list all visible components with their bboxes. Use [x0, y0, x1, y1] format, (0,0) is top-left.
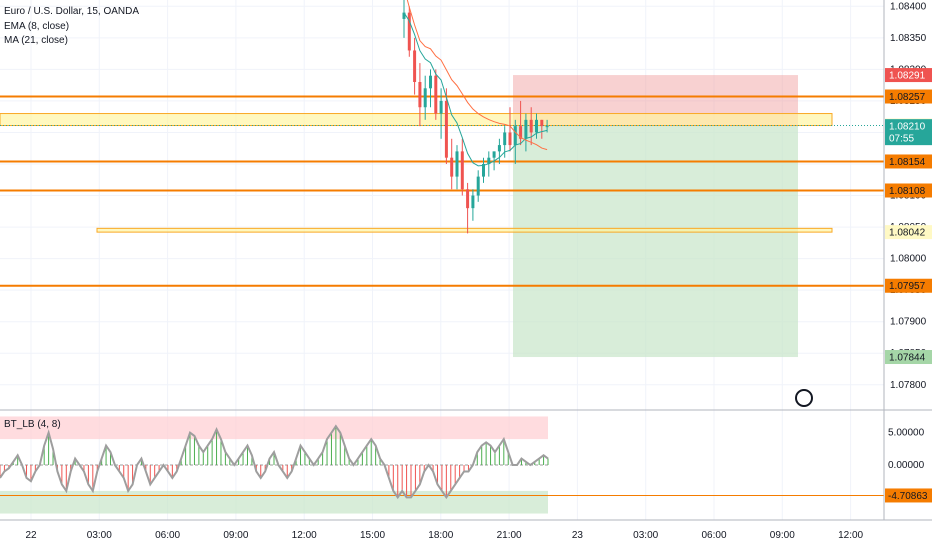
- symbol-title: Euro / U.S. Dollar, 15, OANDA: [4, 6, 140, 17]
- time-tick-label: 06:00: [155, 530, 180, 541]
- time-tick-label: 18:00: [428, 530, 453, 541]
- oscillator-tick-label: 0.00000: [888, 460, 925, 471]
- candle-body: [466, 189, 470, 209]
- price-tag: [885, 350, 932, 365]
- tradingview-logo-icon: [795, 389, 813, 407]
- time-tick-label: 15:00: [360, 530, 385, 541]
- candle-body: [455, 151, 459, 177]
- time-tick-label: 09:00: [770, 530, 795, 541]
- price-tag-label: 1.08210: [889, 122, 926, 133]
- ma-line: [406, 0, 548, 151]
- candle-body: [450, 157, 454, 177]
- price-tag-label: 1.08257: [889, 92, 926, 103]
- time-tick-label: 12:00: [838, 530, 863, 541]
- price-tag: [885, 183, 932, 198]
- price-tag-label: 1.08108: [889, 186, 926, 197]
- position-target-zone: [513, 125, 798, 358]
- price-tag: [885, 89, 932, 104]
- candle-body: [418, 82, 422, 108]
- candle-body: [476, 176, 480, 196]
- candle-body: [482, 164, 485, 177]
- price-tick-label: 1.07800: [890, 380, 927, 391]
- price-tag-label: 1.08291: [889, 71, 926, 82]
- price-tag: [885, 278, 932, 293]
- price-tick-label: 1.08350: [890, 33, 927, 44]
- price-tag-label: 1.08154: [889, 157, 926, 168]
- price-tag: [885, 154, 932, 169]
- candle-body: [508, 132, 512, 146]
- price-tick-label: 1.08400: [890, 1, 927, 12]
- candle-body: [413, 50, 417, 82]
- candle-body: [503, 132, 507, 146]
- candle-body: [535, 119, 538, 133]
- time-tick-label: 22: [25, 530, 37, 541]
- candle-body: [540, 119, 544, 127]
- price-tag: [885, 119, 932, 134]
- price-tick-label: 1.07900: [890, 317, 927, 328]
- candle-body: [519, 126, 523, 139]
- candle-body: [497, 145, 501, 152]
- price-tag-label: 1.08042: [889, 228, 926, 239]
- ema-line: [403, 12, 548, 167]
- candle-body: [529, 119, 533, 133]
- price-tick-label: 1.08000: [890, 254, 927, 265]
- oscillator-oversold-band: [0, 490, 548, 514]
- candle-body: [434, 75, 438, 114]
- oscillator-value-tag: [885, 488, 932, 503]
- ema-legend: EMA (8, close): [4, 21, 70, 32]
- price-tag-label: 07:55: [889, 134, 914, 145]
- ma-legend: MA (21, close): [4, 35, 68, 46]
- time-tick-label: 06:00: [701, 530, 726, 541]
- candle-body: [407, 12, 411, 51]
- oscillator-legend: BT_LB (4, 8): [4, 419, 61, 430]
- candle-body: [487, 157, 491, 164]
- candle-body: [444, 100, 448, 158]
- time-tick-label: 21:00: [497, 530, 522, 541]
- oscillator-line: [0, 424, 549, 500]
- oscillator-tick-label: 5.00000: [888, 428, 925, 439]
- candle-body: [429, 75, 432, 89]
- supply-zone: [0, 113, 833, 127]
- time-tick-label: 12:00: [292, 530, 317, 541]
- time-tick-label: 03:00: [87, 530, 112, 541]
- time-tick-label: 09:00: [223, 530, 248, 541]
- candle-body: [402, 12, 406, 19]
- oscillator-overbought-band: [0, 416, 548, 440]
- price-tag-label: 1.07844: [889, 353, 926, 364]
- candle-body: [492, 151, 496, 158]
- candle-body: [439, 100, 443, 114]
- candle-body: [471, 195, 475, 209]
- candle-body: [545, 126, 549, 128]
- oscillator-value-label: -4.70863: [888, 491, 928, 502]
- candle-body: [423, 88, 427, 108]
- price-tag: [885, 225, 932, 240]
- price-tag-label: 1.07957: [889, 281, 926, 292]
- time-tick-label: 23: [572, 530, 584, 541]
- demand-zone: [96, 227, 833, 233]
- candle-body: [513, 126, 517, 146]
- candle-body: [524, 119, 528, 139]
- time-tick-label: 03:00: [633, 530, 658, 541]
- price-tag: [885, 68, 932, 83]
- candle-body: [460, 151, 464, 190]
- price-tag: [885, 131, 932, 146]
